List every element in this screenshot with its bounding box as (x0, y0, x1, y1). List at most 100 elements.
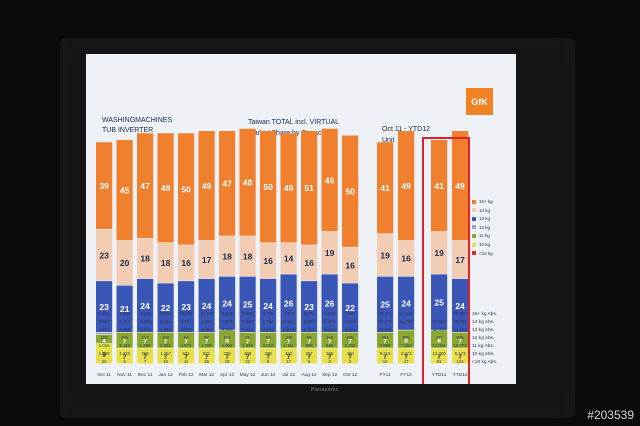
bar-value-label: 7 (348, 354, 352, 361)
bar-segment-15kg (137, 133, 154, 238)
bar-segment-10kg (157, 348, 174, 364)
table-cell: 5.173 (455, 351, 466, 356)
bar-segment-10kg (342, 348, 359, 364)
bar-value-label: 49 (401, 181, 411, 191)
bar-segment-10kg (431, 348, 448, 364)
bar-value-label: 7 (287, 354, 291, 361)
bar-segment-10kg (321, 348, 338, 364)
legend-label: 13 kg (479, 216, 491, 222)
bar-value-label: 24 (455, 301, 465, 311)
bar-value-label: 16 (401, 254, 411, 264)
table-cell: 81 (437, 359, 442, 364)
table-cell: 10.188 (200, 311, 214, 316)
bar-segment-14kg (342, 247, 359, 283)
bar-value-label: 7 (246, 338, 250, 345)
table-cell: 10.561 (159, 311, 173, 316)
legend-swatch (472, 233, 476, 238)
table-cell: 1.062 (222, 343, 233, 348)
table-cell: 808 (306, 343, 314, 348)
table-cell: 12.094 (433, 343, 447, 348)
bar-segment-15kg (239, 128, 256, 236)
period-label: Oct 11 - YTD12 (382, 126, 430, 133)
table-cell: 16.706 (400, 319, 414, 324)
table-cell: 25 (204, 359, 209, 364)
bar-segment-14kg (377, 234, 394, 277)
bar-segment-13kg (452, 278, 469, 333)
bar-segment-14kg (178, 245, 195, 281)
bar-segment-11kg (452, 332, 469, 348)
bar-segment-13kg (342, 283, 359, 333)
bar-value-label: 7 (266, 338, 270, 345)
bar-segment-14kg (239, 236, 256, 277)
monitor-brand-label: Panasonic (311, 387, 339, 393)
bar-value-label: 16 (263, 256, 273, 266)
bar-segment-11kg (321, 332, 338, 348)
bar-value-label: 22 (345, 303, 355, 313)
table-cell: 67.649 (400, 311, 414, 316)
x-tick-label: FY11 (380, 372, 391, 378)
bar-segment-11kg (260, 332, 277, 348)
bar-segment-13kg (301, 281, 318, 333)
bar-value-label: 20 (120, 258, 130, 268)
legend-swatch (472, 199, 476, 204)
bar-value-label: 7 (458, 354, 462, 361)
table-cell: 3.214 (119, 319, 130, 324)
bar-segment-10kg (377, 348, 394, 364)
bar-value-label: 8 (404, 337, 408, 344)
bar-value-label: 7 (328, 338, 332, 345)
ytd-highlight-box (422, 137, 470, 384)
bar-segment-13kg (178, 281, 195, 333)
bar-segment-13kg (398, 276, 415, 330)
table-cell: 117 (142, 335, 149, 340)
table-cell: 1.016 (99, 343, 110, 348)
table-cell: 5.070 (181, 327, 192, 332)
table-cell: 849 (326, 343, 334, 348)
table-cell: 5.811 (160, 319, 171, 324)
table-cell: 1.012 (263, 343, 274, 348)
bar-segment-14kg (137, 238, 154, 279)
table-cell: 191 (121, 335, 129, 340)
bar-segment-10kg (178, 348, 195, 364)
bar-value-label: 19 (325, 248, 335, 258)
bar-segment-15kg (260, 131, 277, 243)
bar-segment-15kg (116, 140, 133, 241)
legend-entry: <10 kg (472, 251, 493, 256)
table-cell: 2.473 (324, 319, 335, 324)
bar-value-label: 7 (266, 354, 270, 361)
bar-value-label: 18 (222, 251, 232, 261)
table-cell: 63 (266, 335, 271, 340)
bar-segment-10kg (260, 348, 277, 364)
bar-value-label: 24 (401, 299, 411, 309)
bar-segment-11kg (301, 332, 318, 348)
bar-segment-14kg (301, 245, 318, 281)
bar-segment-11kg (96, 334, 113, 344)
table-cell: 769 (142, 351, 150, 356)
bar-value-label: 23 (181, 302, 191, 312)
presentation-slide: WASHINGMACHINES TUB INVERTER Taiwan TOTA… (86, 54, 516, 384)
bar-value-label: 14 (284, 254, 294, 264)
bar-value-label: 16 (345, 260, 355, 270)
table-cell: 3.521 (181, 319, 192, 324)
bar-value-label: 7 (246, 354, 250, 361)
unit-label: Unit (382, 137, 395, 144)
table-cell: 3.671 (99, 327, 110, 332)
bar-segment-11kg (280, 332, 297, 348)
bar-segment-13kg (96, 281, 113, 333)
bar-segment-10kg (398, 348, 415, 364)
table-cell: 20 (102, 359, 107, 364)
bar-segment-15kg (178, 133, 195, 245)
bar-value-label: 7 (437, 354, 441, 361)
bar-value-label: 7 (348, 338, 352, 345)
chart-product-subtitle: TUB INVERTER (102, 127, 154, 134)
legend-swatch (472, 242, 476, 247)
table-cell: 6 (308, 359, 311, 364)
bar-value-label: 16 (181, 258, 191, 268)
bar-value-label: 7 (143, 354, 147, 361)
bar-segment-11kg (157, 332, 174, 348)
bar-segment-11kg (137, 332, 154, 348)
table-cell: 7.986 (380, 343, 391, 348)
legend-entry: 12 kg (472, 225, 490, 230)
x-tick-label: YTD11 (432, 372, 447, 378)
table-cell: 6.869 (160, 327, 171, 332)
x-tick-label: Jul 12 (282, 372, 295, 378)
